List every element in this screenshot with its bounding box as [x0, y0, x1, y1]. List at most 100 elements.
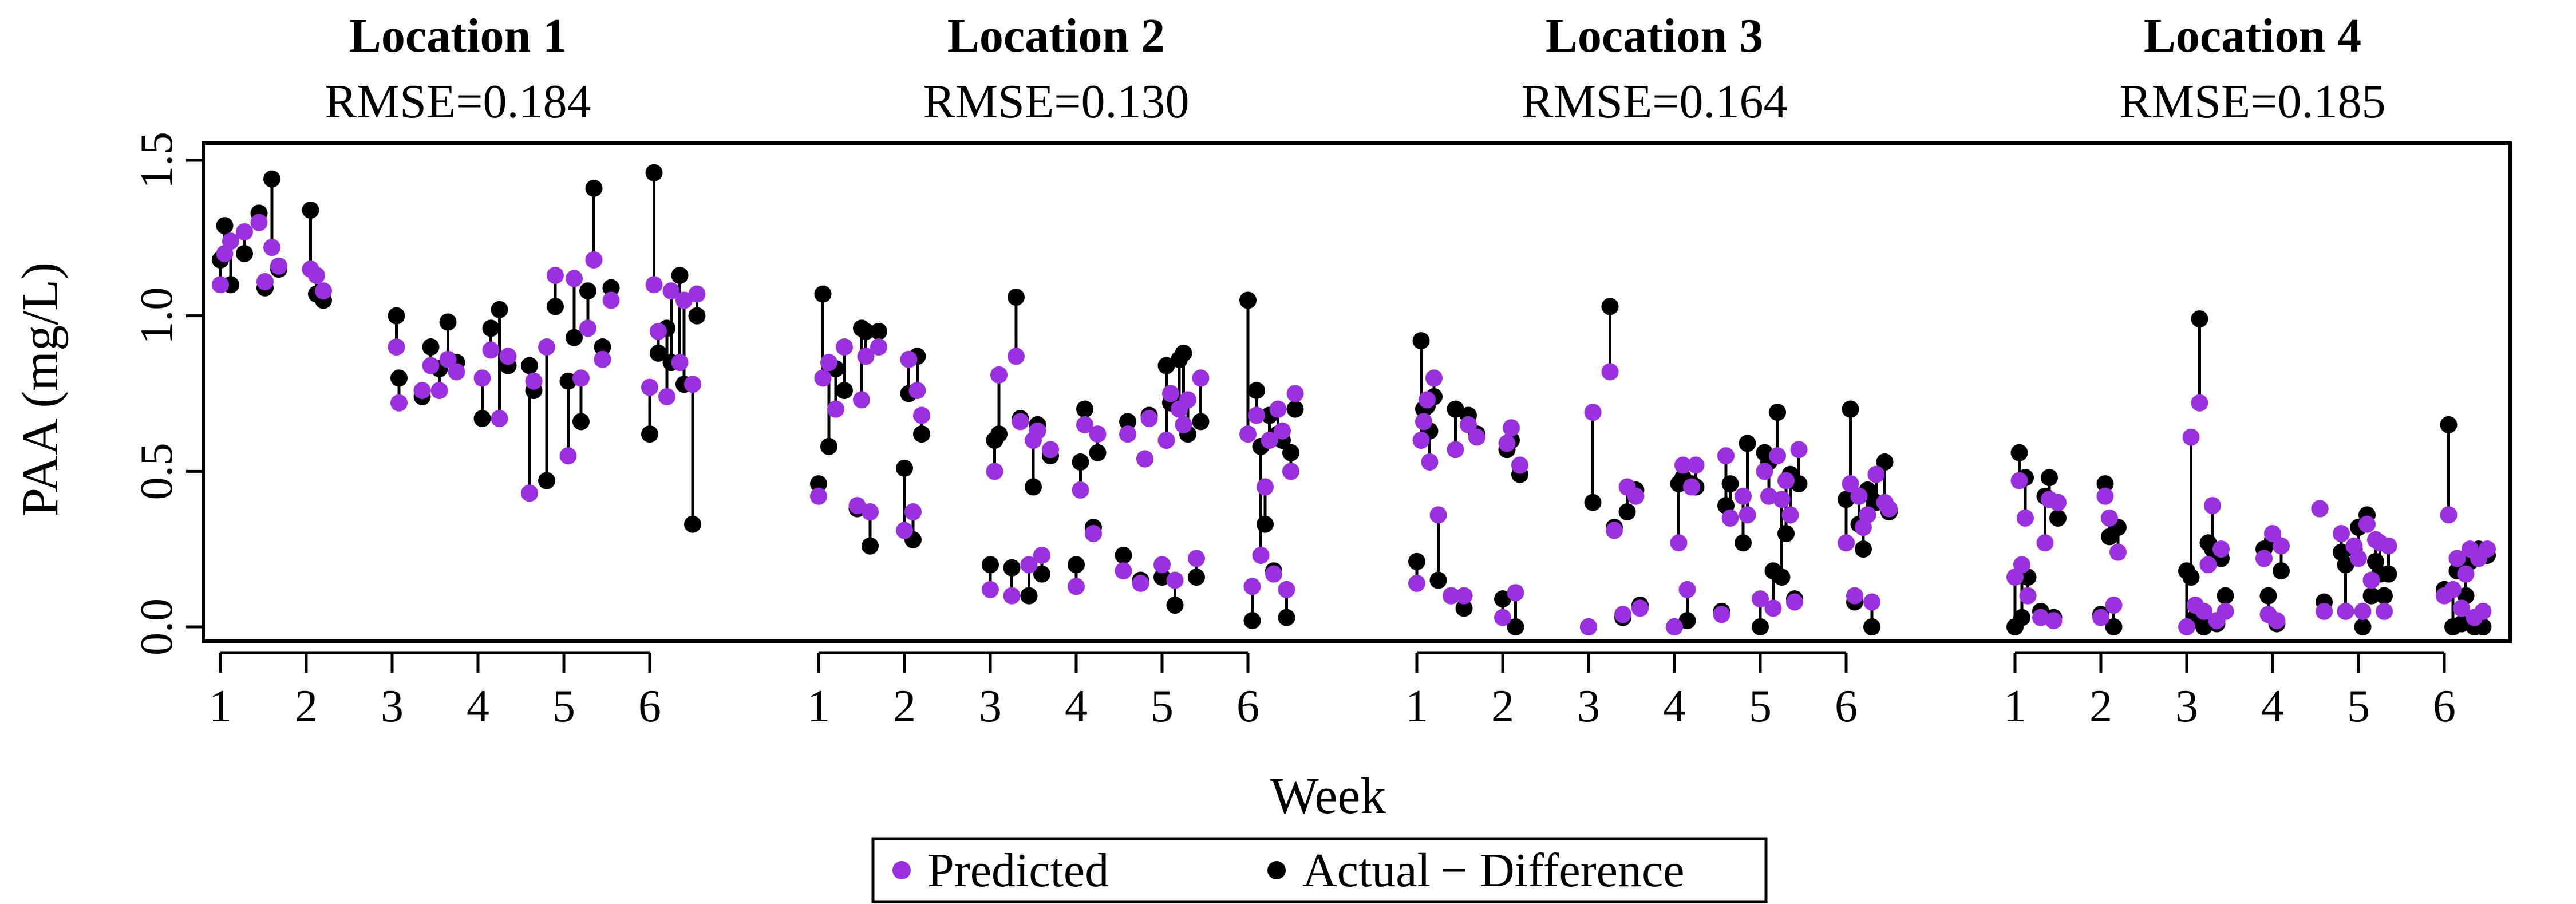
predicted-point: [521, 484, 538, 502]
predicted-point: [1614, 606, 1631, 623]
actual-point: [236, 245, 253, 262]
actual-point: [870, 322, 887, 340]
actual-point: [2191, 310, 2208, 328]
predicted-point: [1756, 463, 1773, 480]
predicted-point: [650, 322, 667, 340]
actual-point: [1153, 569, 1171, 586]
actual-point: [1119, 413, 1136, 431]
predicted-point: [2354, 602, 2372, 620]
x-tick-label: 4: [2261, 681, 2284, 732]
x-tick-label: 3: [381, 681, 404, 732]
actual-point: [1721, 475, 1739, 493]
predicted-point: [1115, 562, 1132, 580]
predicted-point: [439, 350, 457, 368]
predicted-point: [222, 232, 239, 250]
predicted-point: [1859, 506, 1876, 524]
x-tick-label: 1: [2004, 681, 2026, 732]
predicted-point: [1721, 509, 1739, 527]
x-tick-label: 1: [209, 681, 232, 732]
predicted-point: [1468, 428, 1485, 446]
predicted-point: [2010, 472, 2028, 489]
actual-point: [1072, 453, 1089, 471]
predicted-point: [820, 354, 837, 372]
predicted-point: [388, 338, 405, 356]
predicted-point: [1076, 416, 1093, 433]
predicted-point: [2457, 565, 2475, 583]
predicted-point: [827, 400, 844, 418]
y-tick-label: 1.5: [132, 132, 182, 189]
predicted-point: [1752, 590, 1769, 608]
panel-title: Location 3: [1546, 9, 1763, 62]
actual-point: [857, 322, 875, 340]
predicted-point: [2191, 394, 2208, 412]
predicted-point: [896, 522, 913, 539]
panel-marks: [212, 164, 706, 533]
actual-point: [1020, 587, 1038, 605]
legend-difference-label: Difference: [1480, 844, 1685, 897]
actual-point: [1033, 565, 1050, 583]
actual-point: [688, 307, 706, 325]
legend-box: [871, 837, 1768, 903]
x-tick-label: 4: [467, 681, 489, 732]
predicted-point: [1119, 425, 1136, 443]
actual-point: [862, 537, 879, 555]
predicted-point: [256, 273, 274, 290]
predicted-point: [1033, 547, 1050, 564]
predicted-point: [1507, 584, 1524, 602]
predicted-point: [1713, 606, 1730, 623]
actual-point: [482, 319, 500, 337]
predicted-point: [1674, 456, 1692, 474]
actual-point: [572, 413, 590, 431]
predicted-point: [2105, 596, 2123, 614]
actual-point: [1494, 590, 1511, 608]
predicted-point: [2358, 515, 2376, 533]
predicted-point: [1239, 425, 1257, 443]
predicted-point: [2217, 602, 2234, 620]
predicted-point: [1072, 481, 1089, 499]
predicted-point: [913, 406, 930, 424]
x-tick-label: 4: [1065, 681, 1088, 732]
predicted-point: [1739, 506, 1756, 524]
x-tick-label: 3: [2175, 681, 2198, 732]
actual-point: [1863, 618, 1880, 635]
panel-title: Location 2: [947, 9, 1165, 62]
actual-point: [2049, 509, 2067, 527]
panel-title: Location 1: [349, 9, 567, 62]
predicted-point: [2032, 609, 2049, 626]
actual-point: [585, 179, 603, 197]
predicted-point: [1760, 487, 1777, 505]
predicted-point: [2479, 540, 2496, 558]
actual-point: [820, 437, 837, 455]
predicted-point: [1846, 587, 1863, 605]
predicted-point: [1601, 363, 1619, 381]
predicted-point: [270, 257, 287, 275]
predicted-point: [1257, 478, 1274, 496]
predicted-point: [2268, 612, 2286, 630]
predicted-point: [2049, 494, 2067, 511]
actual-point: [2010, 444, 2028, 461]
predicted-point: [1274, 422, 1291, 440]
actual-point: [1282, 444, 1299, 461]
predicted-point: [2333, 525, 2350, 542]
predicted-point: [1068, 578, 1085, 595]
actual-point: [1188, 569, 1205, 586]
predicted-point: [810, 487, 827, 505]
predicted-point: [2101, 509, 2118, 527]
actual-point: [1507, 618, 1524, 635]
actual-point: [1286, 400, 1304, 418]
actual-point: [1429, 571, 1447, 589]
actual-point: [1876, 453, 1894, 471]
actual-point: [1003, 559, 1021, 577]
predicted-point: [1188, 550, 1205, 567]
predicted-point: [1443, 587, 1460, 605]
y-tick-label: 0.0: [132, 598, 182, 656]
predicted-point: [1880, 500, 1898, 518]
predicted-point: [904, 503, 922, 520]
x-tick-label: 1: [807, 681, 830, 732]
x-tick-label: 4: [1663, 681, 1686, 732]
actual-point: [1089, 444, 1107, 461]
predicted-point: [982, 581, 999, 598]
actual-point: [650, 344, 667, 362]
predicted-point: [2178, 618, 2195, 635]
predicted-point: [862, 503, 879, 520]
